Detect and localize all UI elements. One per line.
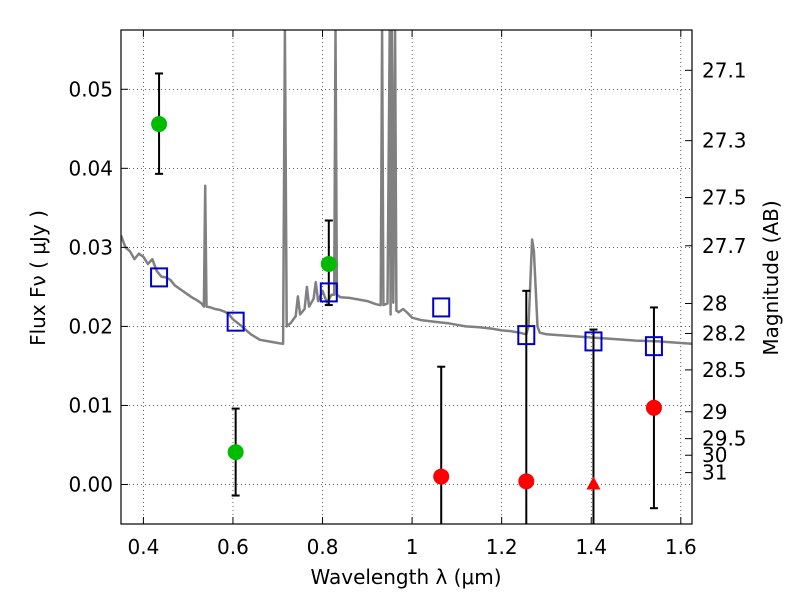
blue-square-point — [432, 297, 451, 318]
y-tick-label: 0.03 — [68, 235, 113, 259]
blue-square-point — [150, 267, 169, 288]
blue-square-point — [517, 325, 536, 346]
y-tick-label: 0.00 — [68, 472, 113, 496]
right-tick-label: 27.3 — [702, 129, 747, 153]
red-point — [433, 468, 450, 485]
sed-line — [121, 30, 692, 346]
plot-frame — [120, 29, 693, 525]
right-tick-label: 30 — [702, 443, 727, 467]
right-tick-label: 28.2 — [702, 322, 747, 346]
y-axis-right-label: Magnitude (AB) — [759, 200, 783, 355]
right-tick-label: 29 — [702, 400, 727, 424]
x-tick-label: 1.2 — [486, 535, 518, 559]
green-point — [227, 444, 244, 461]
x-tick-label: 0.8 — [307, 535, 339, 559]
x-tick-label: 1.4 — [575, 535, 607, 559]
x-tick-label: 0.4 — [127, 535, 159, 559]
y-tick-label: 0.04 — [68, 156, 113, 180]
red-triangle-point — [586, 476, 601, 490]
y-axis-label: Flux Fν ( μJy ) — [26, 210, 50, 346]
blue-square-point — [584, 331, 603, 352]
x-tick-label: 0.6 — [217, 535, 249, 559]
x-tick-label: 1.6 — [665, 535, 697, 559]
right-tick-label: 27.1 — [702, 58, 747, 82]
right-tick-label: 31 — [702, 461, 727, 485]
right-tick-label: 28.5 — [702, 358, 747, 382]
model-spectrum — [121, 30, 692, 346]
x-axis-label: Wavelength λ (μm) — [310, 565, 501, 589]
y-tick-label: 0.05 — [68, 77, 113, 101]
right-tick-label: 27.7 — [702, 234, 747, 258]
red-point — [645, 399, 662, 416]
ticks: 0.4 0.6 0.8 1 1.2 1.4 1.6 0.00 0.01 0.02 0.03 0.04 0… — [68, 30, 747, 559]
right-tick-label: 27.5 — [702, 186, 747, 210]
y-tick-label: 0.01 — [68, 393, 113, 417]
x-tick-label: 1 — [406, 535, 419, 559]
blue-square-point — [319, 282, 338, 303]
right-tick-label: 28 — [702, 291, 727, 315]
red-point — [518, 473, 535, 490]
green-point — [151, 116, 168, 133]
y-tick-label: 0.02 — [68, 314, 113, 338]
blue-square-point — [226, 311, 245, 332]
green-point — [320, 255, 337, 272]
markers — [150, 116, 663, 490]
blue-square-point — [644, 336, 663, 357]
right-tick-label: 29.5 — [702, 427, 747, 451]
